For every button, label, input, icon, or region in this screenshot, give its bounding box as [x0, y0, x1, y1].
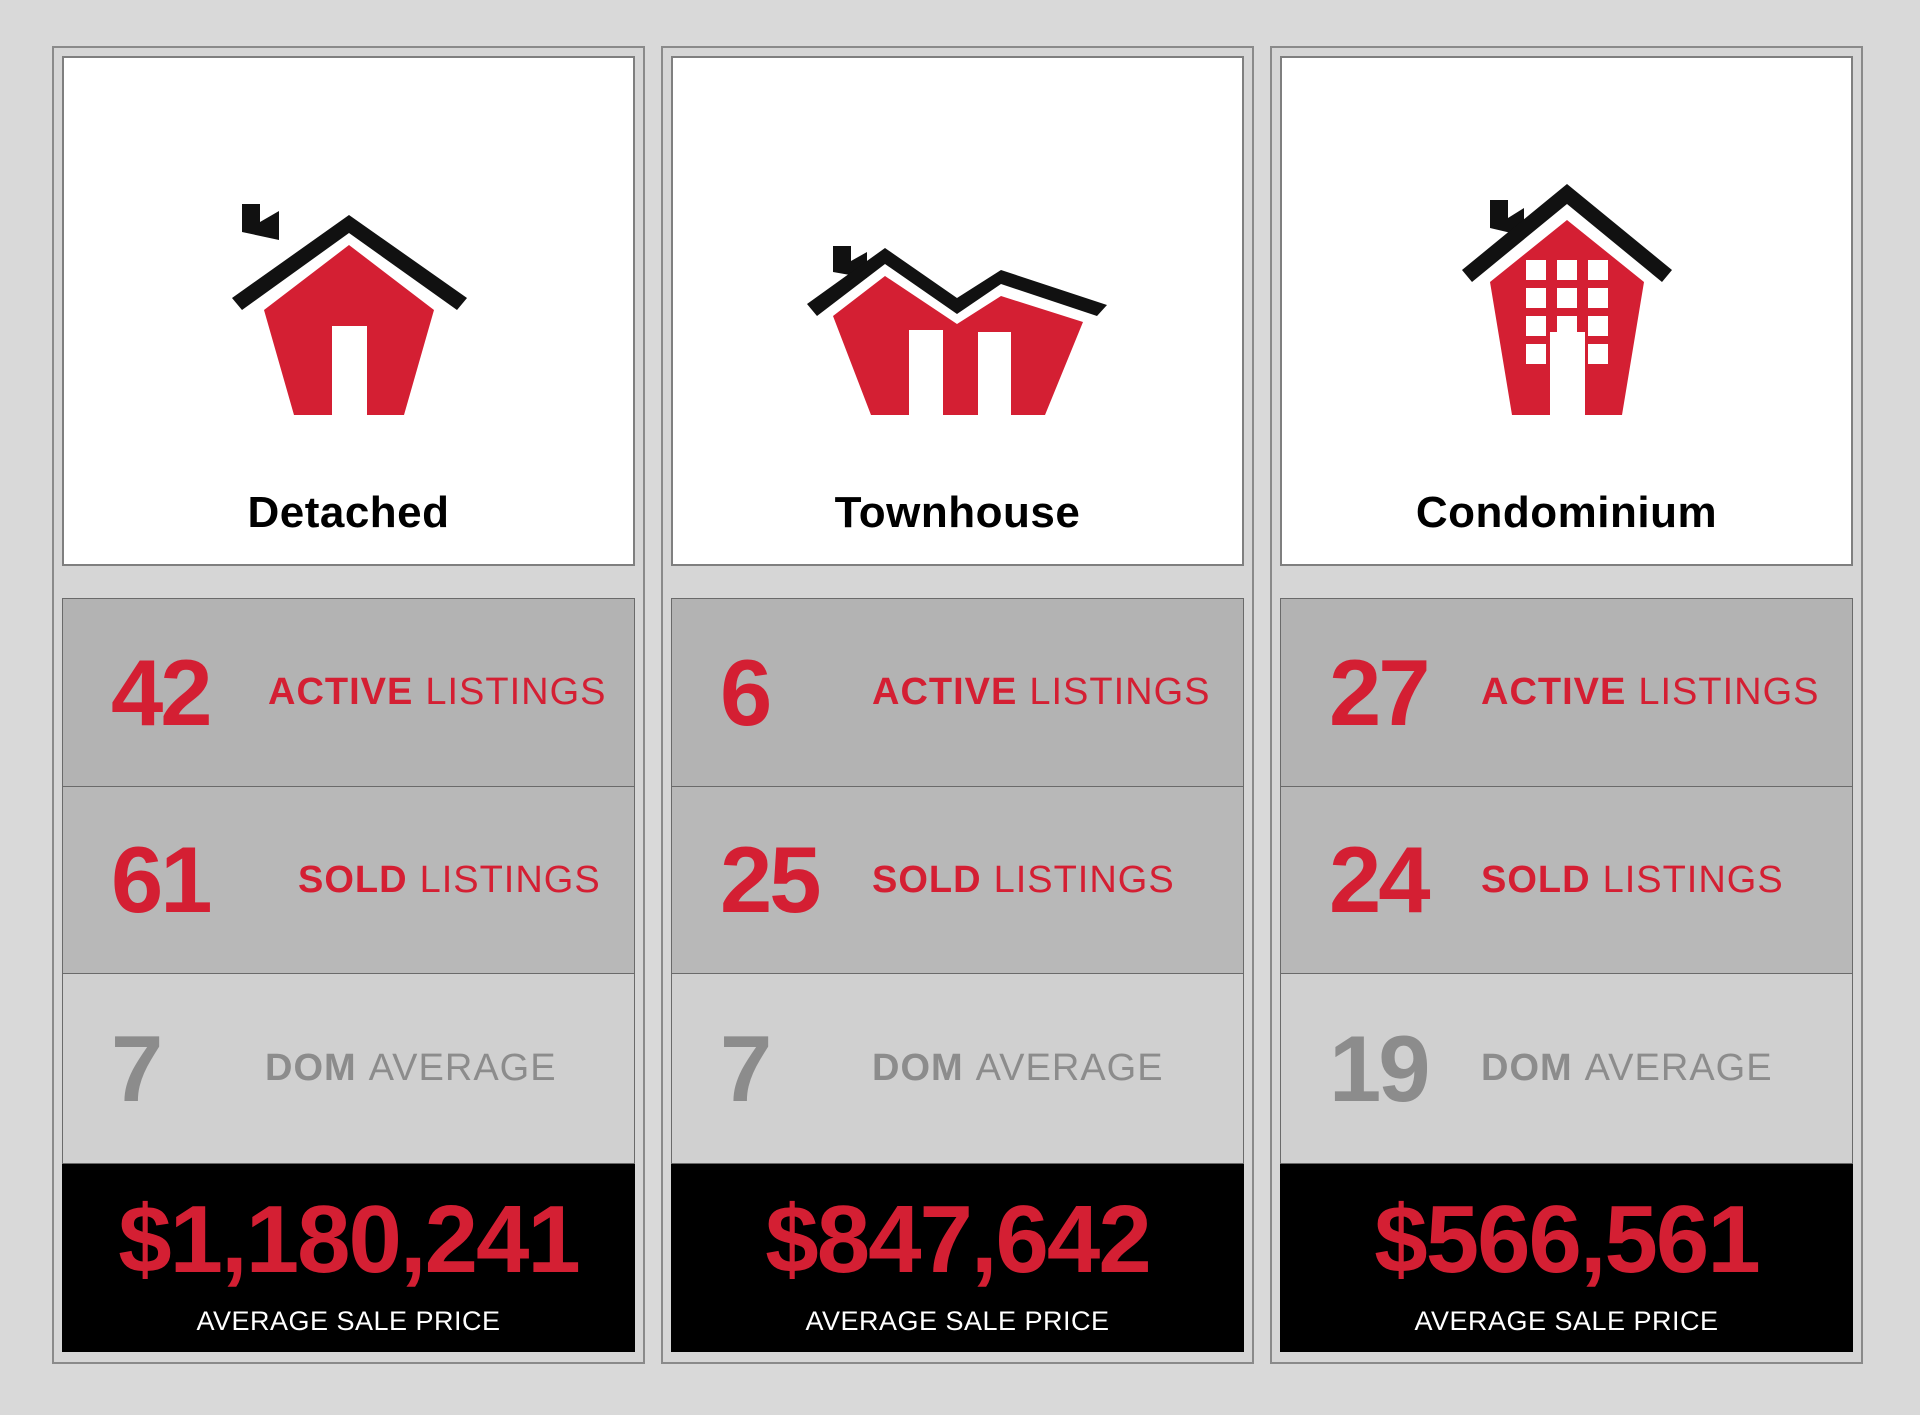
property-type-title: Detached [247, 488, 450, 537]
sold-listings-count: 25 [720, 827, 822, 932]
sold-listings-count: 61 [111, 827, 213, 932]
active-listings-label: ACTIVE LISTINGS [268, 671, 607, 713]
average-sale-price-box: $1,180,241 AVERAGE SALE PRICE [62, 1164, 635, 1352]
active-listings-label: ACTIVE LISTINGS [872, 671, 1211, 713]
active-listings-count: 27 [1329, 639, 1431, 745]
detached-house-icon [232, 204, 467, 415]
active-listings-row: 27 ACTIVE LISTINGS [1280, 598, 1853, 786]
average-sale-price-label: AVERAGE SALE PRICE [805, 1306, 1110, 1336]
condominium-card: Condominium 27 ACTIVE LISTINGS 24 SOLD LIS… [1270, 46, 1863, 1364]
average-sale-price-box: $847,642 AVERAGE SALE PRICE [671, 1164, 1244, 1352]
card-header: Townhouse [671, 56, 1244, 566]
sold-listings-row: 61 SOLD LISTINGS [62, 786, 635, 974]
active-listings-row: 42 ACTIVE LISTINGS [62, 598, 635, 786]
active-listings-label: ACTIVE LISTINGS [1481, 671, 1820, 713]
dom-average-value: 19 [1329, 1015, 1431, 1121]
detached-card: Detached 42 ACTIVE LISTINGS 61 SOLD LISTIN… [52, 46, 645, 1364]
active-listings-count: 42 [111, 639, 213, 745]
card-header: Detached [62, 56, 635, 566]
average-sale-price-box: $566,561 AVERAGE SALE PRICE [1280, 1164, 1853, 1352]
sold-listings-label: SOLD LISTINGS [872, 858, 1175, 901]
sold-listings-row: 25 SOLD LISTINGS [671, 786, 1244, 974]
dom-average-row: 7 DOM AVERAGE [671, 974, 1244, 1164]
dom-average-value: 7 [111, 1015, 163, 1121]
average-sale-price: $1,180,241 [118, 1186, 580, 1293]
sold-listings-label: SOLD LISTINGS [298, 858, 601, 901]
dom-average-label: DOM AVERAGE [872, 1047, 1164, 1089]
property-type-title: Townhouse [834, 488, 1081, 537]
average-sale-price-label: AVERAGE SALE PRICE [1414, 1306, 1719, 1336]
sold-listings-row: 24 SOLD LISTINGS [1280, 786, 1853, 974]
property-type-title: Condominium [1415, 488, 1718, 537]
dom-average-label: DOM AVERAGE [1481, 1047, 1773, 1089]
sold-listings-label: SOLD LISTINGS [1481, 858, 1784, 901]
condominium-building-icon [1462, 184, 1672, 415]
dom-average-value: 7 [720, 1015, 772, 1121]
sold-listings-count: 24 [1329, 827, 1431, 932]
active-listings-row: 6 ACTIVE LISTINGS [671, 598, 1244, 786]
dom-average-row: 19 DOM AVERAGE [1280, 974, 1853, 1164]
average-sale-price: $847,642 [765, 1186, 1151, 1293]
average-sale-price: $566,561 [1374, 1186, 1760, 1293]
active-listings-count: 6 [720, 639, 772, 745]
townhouse-icon [807, 246, 1107, 415]
card-header: Condominium [1280, 56, 1853, 566]
dom-average-row: 7 DOM AVERAGE [62, 974, 635, 1164]
dom-average-label: DOM AVERAGE [265, 1047, 557, 1089]
townhouse-card: Townhouse 6 ACTIVE LISTINGS 25 SOLD LISTIN… [661, 46, 1254, 1364]
average-sale-price-label: AVERAGE SALE PRICE [196, 1306, 501, 1336]
